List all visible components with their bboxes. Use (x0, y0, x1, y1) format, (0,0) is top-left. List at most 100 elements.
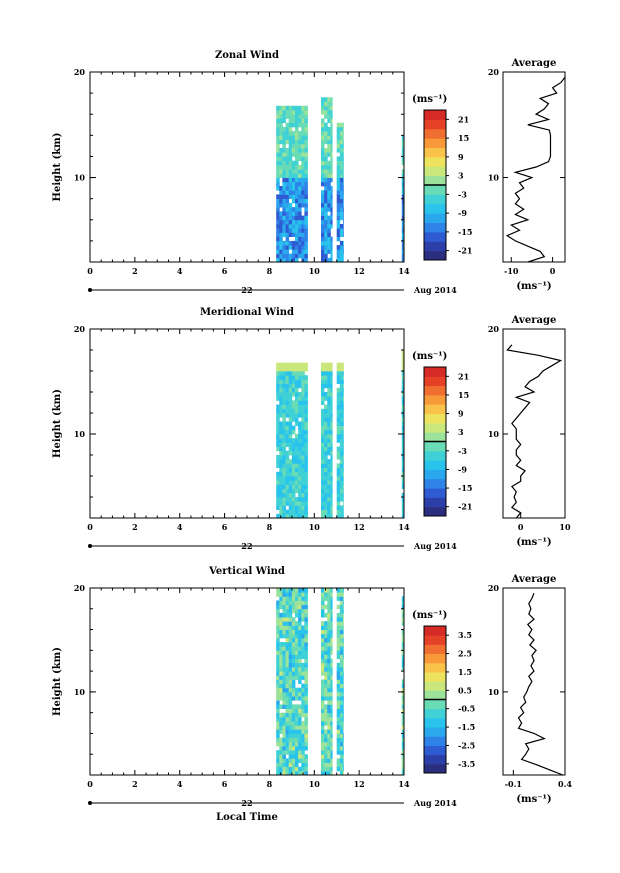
heatmap-cell (330, 691, 333, 697)
x-tick-label: 2 (132, 266, 138, 276)
heatmap-cell (276, 186, 280, 191)
heatmap-cell (321, 455, 325, 460)
heatmap-cell (276, 708, 280, 714)
heatmap-cell (401, 379, 405, 384)
heatmap-cell (288, 379, 293, 384)
heatmap-cell (324, 131, 328, 136)
heatmap-cell (301, 383, 305, 389)
heatmap-cell (343, 387, 344, 393)
heatmap-cell (298, 253, 302, 259)
heatmap-cell (324, 501, 328, 506)
heatmap-cell (330, 101, 333, 107)
heatmap-cell (298, 202, 302, 208)
heatmap-cell (285, 202, 290, 208)
heatmap-cell (282, 488, 286, 494)
heatmap-cell (295, 650, 299, 655)
heatmap-cell (339, 379, 344, 384)
heatmap-cell (288, 442, 293, 447)
heatmap-cell (288, 152, 293, 157)
heatmap-cell (321, 215, 325, 221)
date-label: Aug 2014 (413, 541, 457, 551)
heatmap-cell (336, 379, 341, 384)
heatmap-cell (276, 139, 280, 145)
heatmap-cell (401, 413, 405, 418)
heatmap-cell (291, 679, 296, 684)
heatmap-cell (288, 741, 293, 747)
heatmap-cell (321, 642, 325, 647)
heatmap-cell (321, 253, 325, 259)
heatmap-cell (401, 471, 405, 477)
heatmap-cell (276, 177, 280, 183)
heatmap-cell (276, 110, 280, 115)
heatmap-cell (401, 754, 405, 759)
heatmap-cell (301, 471, 305, 477)
heatmap-cell (321, 588, 325, 593)
heatmap-cell (276, 687, 280, 693)
heatmap-cell (324, 754, 328, 759)
heatmap-cell (285, 596, 290, 601)
heatmap-cell (327, 588, 331, 593)
heatmap-cell (324, 637, 328, 643)
heatmap-cell (343, 434, 344, 439)
heatmap-cell (321, 156, 325, 161)
heatmap-cell (304, 704, 308, 709)
colorbar-tick-label: 3 (458, 171, 464, 181)
heatmap-cell (291, 240, 296, 246)
heatmap-cell (324, 654, 328, 660)
heatmap-cell (285, 257, 290, 263)
x-tick-label: 6 (222, 522, 228, 532)
heatmap-cell (327, 608, 331, 614)
heatmap-cell (401, 708, 405, 714)
x-tick-label: 0 (87, 266, 93, 276)
heatmap-cell (279, 160, 283, 166)
heatmap-cell (291, 642, 296, 647)
heatmap-cell (298, 600, 302, 606)
heatmap-cell (330, 642, 333, 647)
heatmap-cell (301, 683, 305, 689)
heatmap-cell (343, 480, 344, 485)
heatmap-cell (339, 476, 344, 481)
heatmap-cell (304, 592, 308, 597)
heatmap-cell (285, 114, 290, 119)
heatmap-cell (339, 729, 344, 734)
heatmap-cell (279, 459, 283, 464)
heatmap-cell (298, 224, 302, 229)
heatmap-cell (343, 240, 344, 246)
heatmap-cell (279, 224, 283, 229)
heatmap-cell (301, 484, 305, 489)
heatmap-cell (321, 741, 325, 747)
heatmap-cell (301, 704, 305, 709)
heatmap-cell (279, 253, 283, 259)
heatmap-cell (327, 114, 331, 119)
heatmap-cell (304, 105, 308, 111)
heatmap-cell (324, 249, 328, 254)
heatmap-cell (330, 671, 333, 676)
panel-title: Zonal Wind (215, 50, 279, 61)
heatmap-cell (401, 396, 405, 401)
heatmap-cell (288, 662, 293, 668)
heatmap-cell (324, 625, 328, 630)
heatmap-cell (282, 721, 286, 726)
heatmap-cell (343, 725, 344, 730)
heatmap-cell (330, 637, 333, 643)
heatmap-cell (330, 194, 333, 199)
heatmap-cell (279, 476, 283, 481)
heatmap-cell (279, 633, 283, 639)
colorbar-tick-label: 1.5 (458, 667, 472, 677)
heatmap-cell (301, 245, 305, 250)
heatmap-cell (298, 629, 302, 635)
heatmap-cell (276, 249, 280, 254)
heatmap-cell (343, 513, 344, 519)
heatmap-cell (339, 505, 344, 510)
heatmap-cell (276, 442, 280, 447)
heatmap-cell (298, 497, 302, 502)
heatmap-cell (336, 509, 341, 515)
heatmap-cell (324, 696, 328, 701)
heatmap-cell (285, 501, 290, 506)
heatmap-cell (330, 177, 333, 183)
heatmap-cell (295, 604, 299, 610)
heatmap-cell (276, 387, 280, 393)
heatmap-cell (343, 492, 344, 498)
heatmap-cell (321, 608, 325, 614)
heatmap-cell (339, 164, 344, 170)
